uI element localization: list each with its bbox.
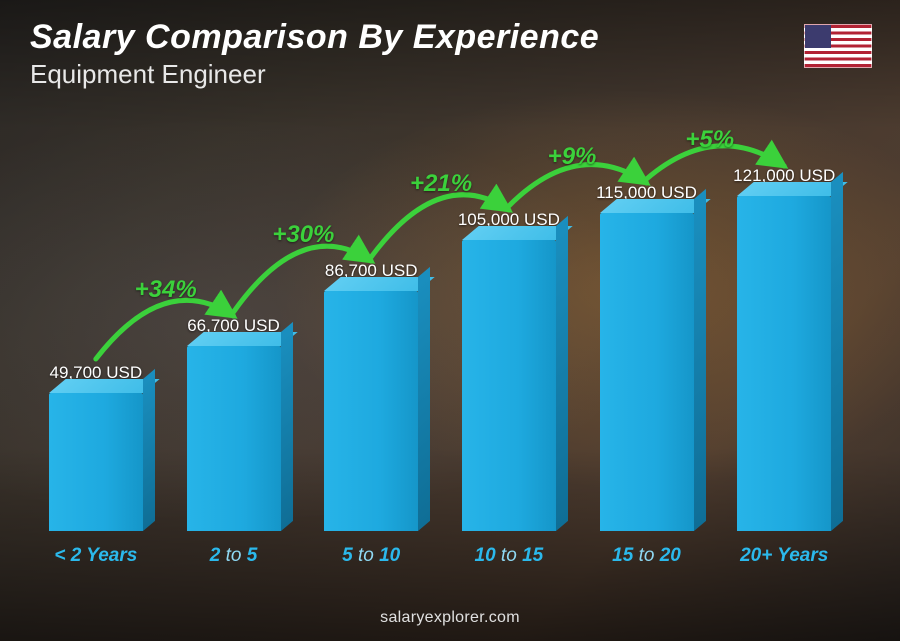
bar-slot: 49,700 USD: [36, 363, 156, 531]
page-subtitle: Equipment Engineer: [30, 59, 599, 90]
header: Salary Comparison By Experience Equipmen…: [30, 18, 599, 90]
x-axis-label: 10 to 15: [449, 545, 569, 567]
bar-slot: 121,000 USD: [724, 166, 844, 531]
page-title: Salary Comparison By Experience: [30, 18, 599, 57]
x-axis-label: 15 to 20: [587, 545, 707, 567]
pct-change-label: +5%: [685, 126, 734, 154]
bar-slot: 86,700 USD: [311, 261, 431, 531]
pct-change-label: +21%: [410, 170, 472, 198]
pct-change-label: +30%: [272, 221, 334, 249]
bar: [737, 196, 831, 531]
x-labels-container: < 2 Years 2 to 5 5 to 10 10 to 15 15 to 20 20…: [30, 545, 850, 567]
bar: [324, 291, 418, 531]
x-axis-label: 5 to 10: [311, 545, 431, 567]
flag-icon: [804, 24, 872, 68]
bar: [462, 240, 556, 531]
bar-slot: 105,000 USD: [449, 210, 569, 531]
bar: [600, 213, 694, 531]
x-axis-label: < 2 Years: [36, 545, 156, 567]
x-axis-label: 20+ Years: [724, 545, 844, 567]
infographic-canvas: Salary Comparison By Experience Equipmen…: [0, 0, 900, 641]
pct-change-label: +9%: [548, 143, 597, 171]
footer-attribution: salaryexplorer.com: [0, 609, 900, 627]
bar: [49, 393, 143, 531]
x-axis-label: 2 to 5: [174, 545, 294, 567]
pct-change-label: +34%: [135, 276, 197, 304]
salary-bar-chart: 49,700 USD66,700 USD86,700 USD105,000 US…: [30, 130, 850, 561]
bar: [187, 346, 281, 531]
bar-slot: 115,000 USD: [587, 183, 707, 531]
bar-slot: 66,700 USD: [174, 316, 294, 531]
